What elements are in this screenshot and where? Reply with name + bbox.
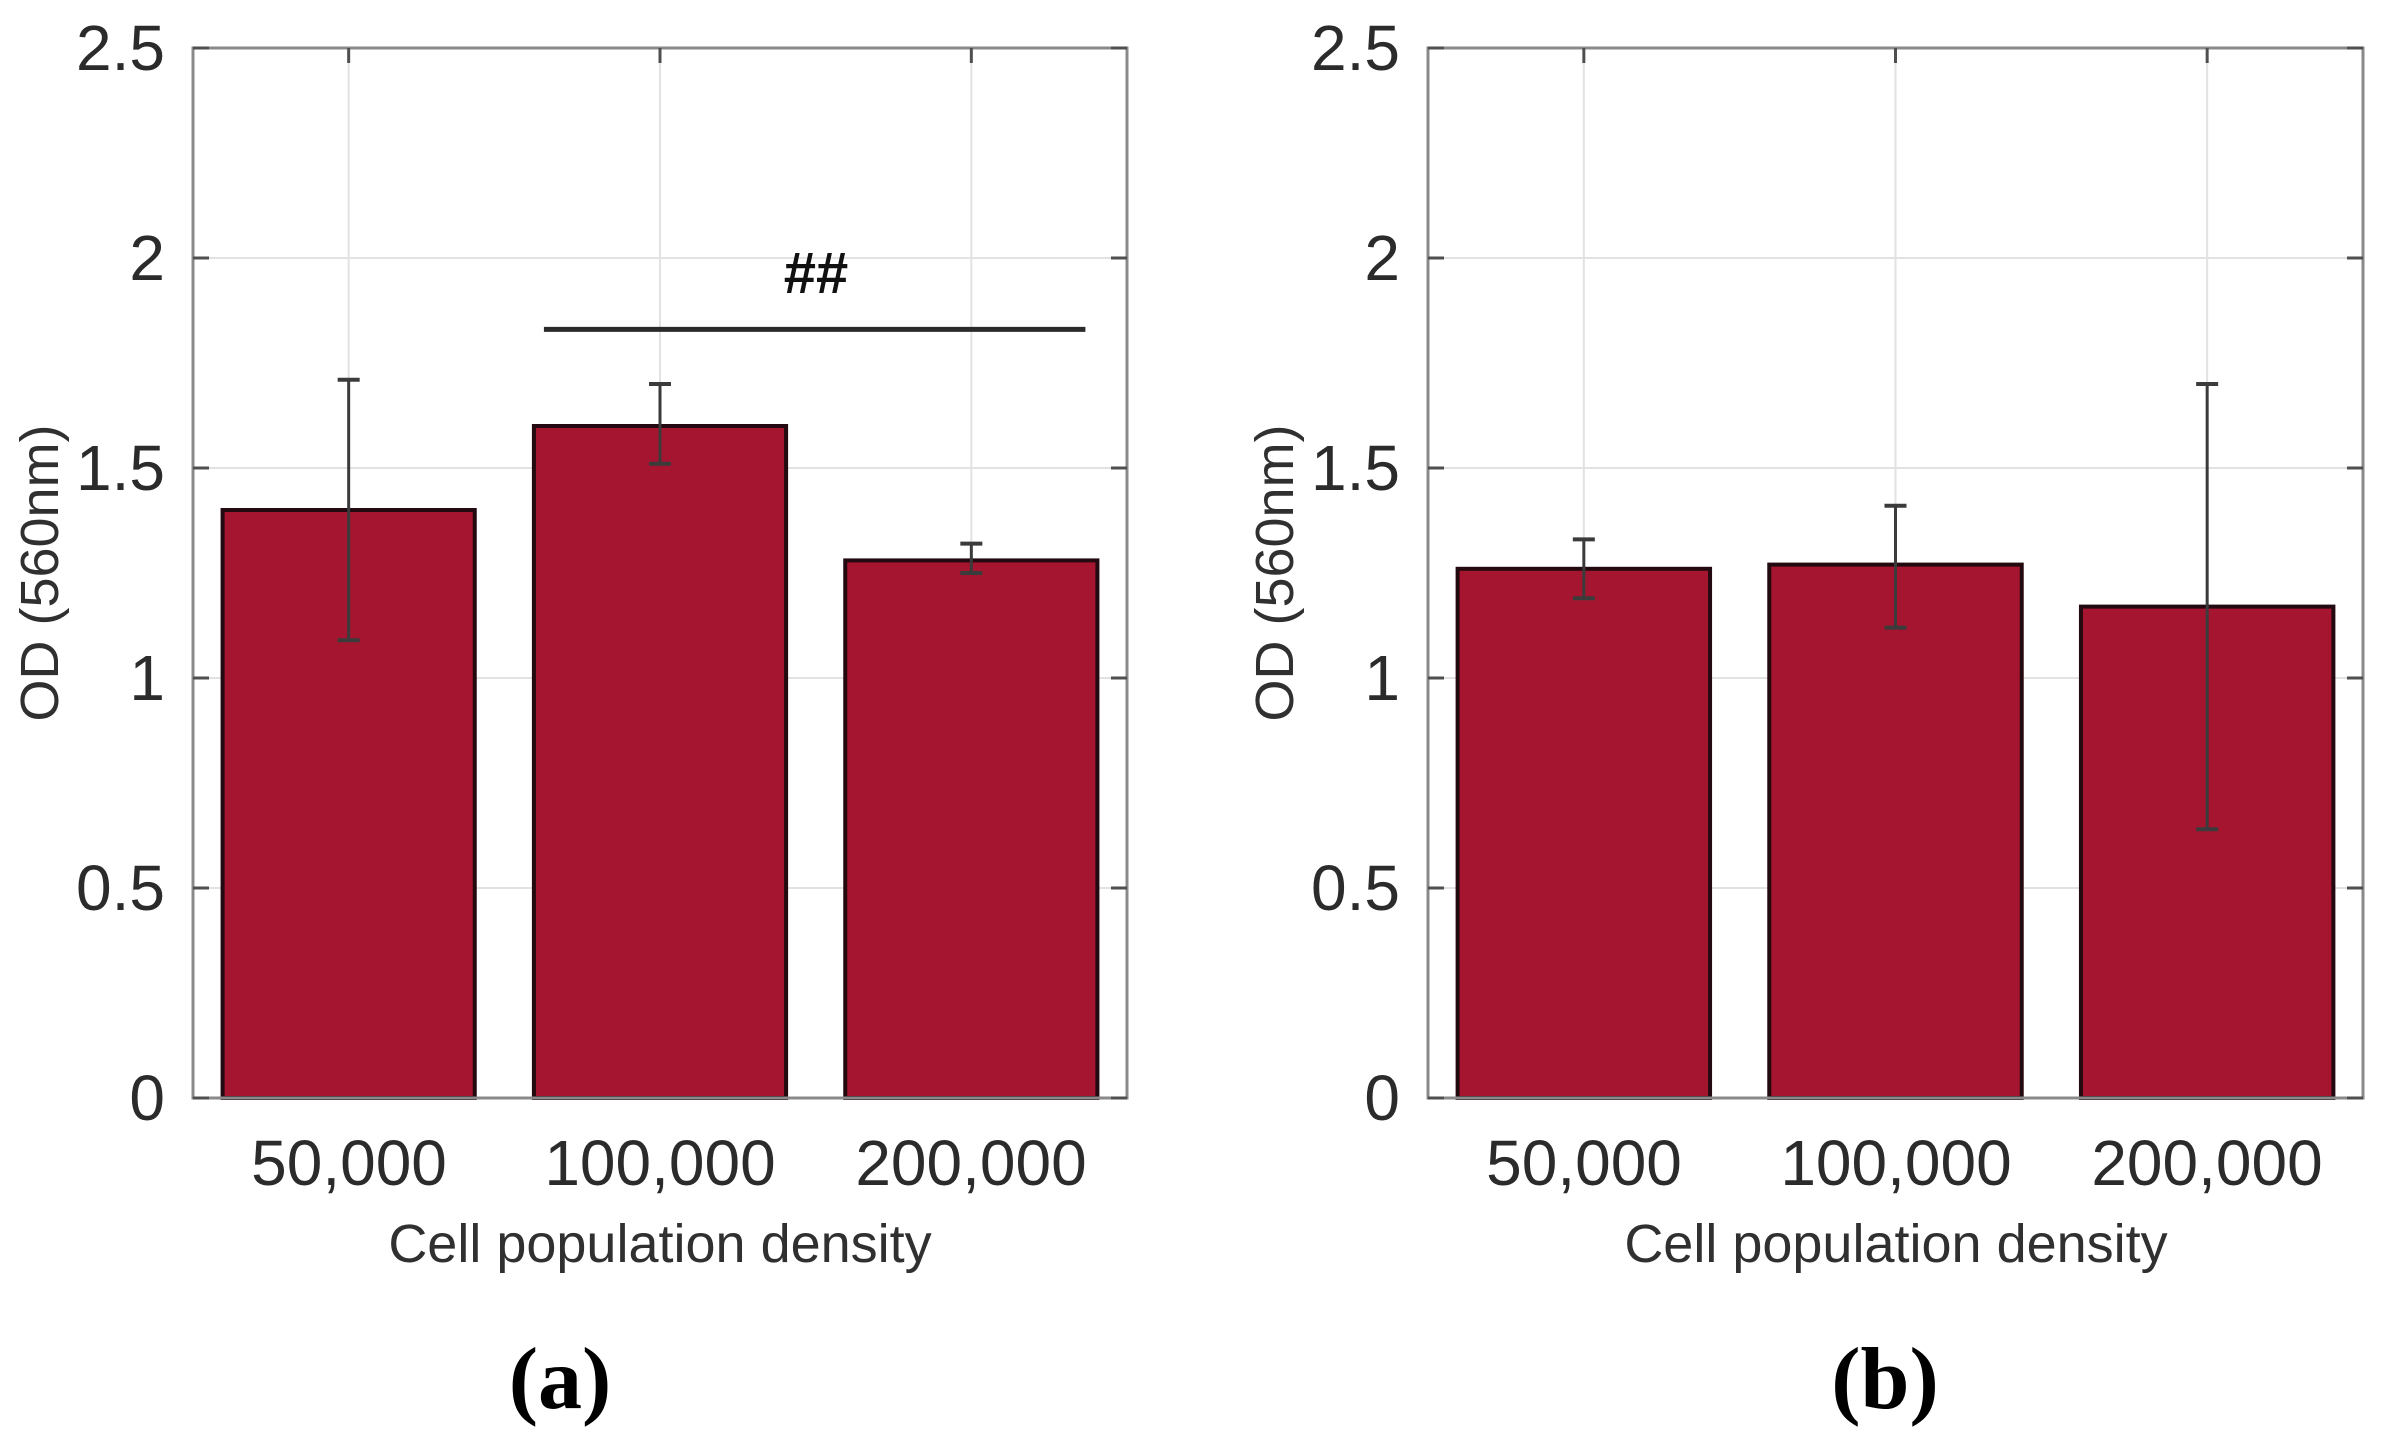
panel-label-a: (a) [509,1331,612,1428]
panel-a-labels: 0 0.5 1 1.5 2 2.5 50,000 100,000 200,000… [10,12,1087,1428]
x-tick-label: 100,000 [1780,1127,2011,1199]
y-axis-title: OD (560nm) [10,424,70,721]
y-tick-label: 1 [1364,642,1400,714]
y-tick-label: 2 [129,222,165,294]
x-tick-label: 50,000 [1486,1127,1682,1199]
y-tick-label: 0.5 [1311,852,1400,924]
panel-a-plot-area [191,46,1129,1100]
bar-100,000 [1767,562,2024,1100]
y-tick-label: 1.5 [1311,432,1400,504]
bar-200,000 [843,558,1100,1100]
bar-100,000 [531,424,789,1100]
panel-b-plot-area [1426,46,2365,1100]
bar-50,000 [1455,566,1713,1100]
x-tick-label: 50,000 [251,1127,447,1199]
y-tick-label: 0 [1364,1062,1400,1134]
y-tick-label: 0 [129,1062,165,1134]
y-axis-title: OD (560nm) [1245,424,1305,721]
y-tick-label: 2 [1364,222,1400,294]
y-tick-label: 2.5 [1311,12,1400,84]
significance-label: ## [784,241,849,306]
panel-label-b: (b) [1831,1331,1939,1428]
x-tick-label: 200,000 [855,1127,1086,1199]
y-tick-label: 0.5 [76,852,165,924]
panel-b-labels: 0 0.5 1 1.5 2 2.5 50,000 100,000 200,000… [1245,12,2323,1428]
y-tick-label: 1 [129,642,165,714]
y-tick-label: 2.5 [76,12,165,84]
x-axis-title: Cell population density [388,1214,931,1274]
x-tick-label: 200,000 [2091,1127,2322,1199]
x-axis-title: Cell population density [1624,1214,2167,1274]
x-tick-label: 100,000 [544,1127,775,1199]
y-tick-label: 1.5 [76,432,165,504]
